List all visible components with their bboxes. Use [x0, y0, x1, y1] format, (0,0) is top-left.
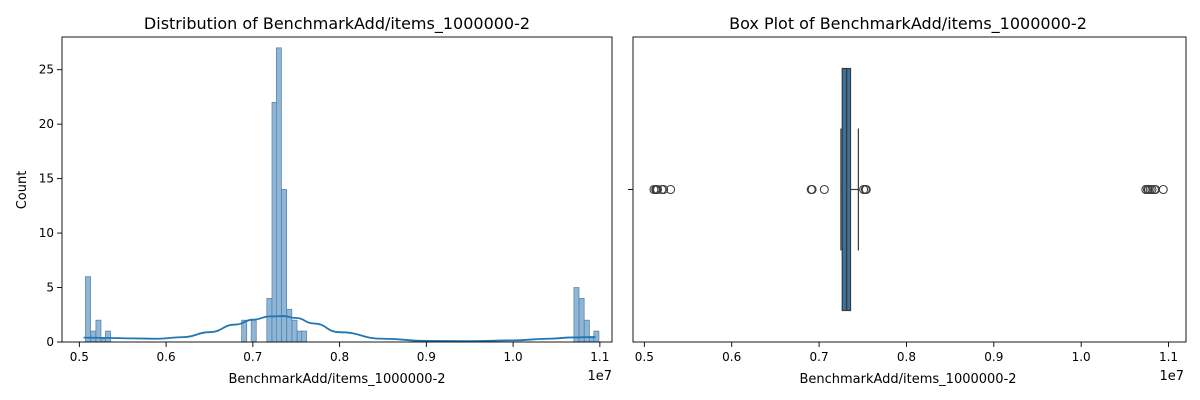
- boxplot-x-tick-label: 1.1: [1159, 350, 1178, 364]
- histogram-bar: [301, 330, 307, 343]
- histogram-x-tick-label: 0.7: [243, 350, 262, 364]
- histogram-y-tick-label: 5: [46, 281, 54, 295]
- histogram-x-offset-label: 1e7: [587, 369, 612, 384]
- histogram-bars: [85, 47, 600, 343]
- histogram-x-tick-label: 0.8: [330, 350, 349, 364]
- histogram-bar: [281, 189, 287, 343]
- histogram-x-tick-label: 0.5: [70, 350, 89, 364]
- histogram-y-tick-label: 15: [39, 172, 54, 186]
- histogram-x-tick-label: 0.9: [417, 350, 436, 364]
- histogram-x-axis-label: BenchmarkAdd/items_1000000-2: [228, 372, 445, 387]
- boxplot-x-offset-label: 1e7: [1159, 369, 1184, 384]
- histogram-bar: [105, 330, 111, 343]
- histogram-title: Distribution of BenchmarkAdd/items_10000…: [144, 14, 530, 34]
- boxplot-x-tick-label: 0.6: [722, 350, 741, 364]
- boxplot-x-tick-label: 0.8: [897, 350, 916, 364]
- histogram-bar: [573, 287, 580, 343]
- outlier-point: [819, 184, 829, 195]
- histogram-y-tick-label: 25: [39, 63, 54, 77]
- histogram-x-ticks: 0.5 0.6 0.7 0.8 0.9 1.0 1.1: [70, 342, 609, 364]
- boxplot-x-ticks: 0.5 0.6 0.7 0.8 0.9 1.0 1.1: [635, 342, 1178, 364]
- histogram-y-tick-label: 20: [39, 117, 54, 131]
- histogram-bar: [275, 47, 282, 343]
- outlier-point: [807, 184, 817, 195]
- histogram-y-tick-label: 10: [39, 226, 54, 240]
- histogram-bar: [90, 330, 97, 343]
- histogram-y-axis-label: Count: [15, 171, 30, 210]
- histogram-bar: [578, 298, 585, 343]
- histogram-x-tick-label: 0.6: [157, 350, 176, 364]
- boxplot-title: Box Plot of BenchmarkAdd/items_1000000-2: [729, 14, 1087, 34]
- outlier-point: [659, 184, 669, 195]
- boxplot-outliers: [649, 184, 1168, 195]
- outlier-point: [652, 184, 663, 195]
- histogram-plot-frame: [61, 36, 613, 343]
- outlier-point: [1147, 184, 1157, 195]
- kde-curve: [83, 315, 596, 343]
- boxplot-shapes: [840, 67, 859, 312]
- histogram-y-tick-label: 0: [46, 335, 54, 349]
- histogram-bar: [286, 308, 293, 343]
- histogram-x-tick-label: 1.0: [504, 350, 523, 364]
- histogram-x-tick-label: 1.1: [590, 350, 609, 364]
- outlier-point: [1158, 184, 1168, 195]
- boxplot-x-tick-label: 0.9: [984, 350, 1003, 364]
- boxplot-x-tick-label: 1.0: [1072, 350, 1091, 364]
- boxplot-panel: Box Plot of BenchmarkAdd/items_1000000-2…: [628, 14, 1187, 387]
- histogram-bar: [250, 319, 257, 343]
- outlier-point: [666, 184, 676, 195]
- boxplot-x-axis-label: BenchmarkAdd/items_1000000-2: [799, 372, 1016, 387]
- histogram-bar: [266, 298, 273, 343]
- histogram-bar: [583, 319, 590, 343]
- outlier-point: [861, 184, 871, 195]
- histogram-bar: [85, 276, 91, 343]
- boxplot-x-tick-label: 0.5: [635, 350, 654, 364]
- histogram-panel: Distribution of BenchmarkAdd/items_10000…: [15, 14, 613, 387]
- histogram-bar: [291, 319, 298, 343]
- histogram-y-ticks: 0 5 10 15 20 25: [39, 63, 62, 349]
- boxplot-x-tick-label: 0.7: [810, 350, 829, 364]
